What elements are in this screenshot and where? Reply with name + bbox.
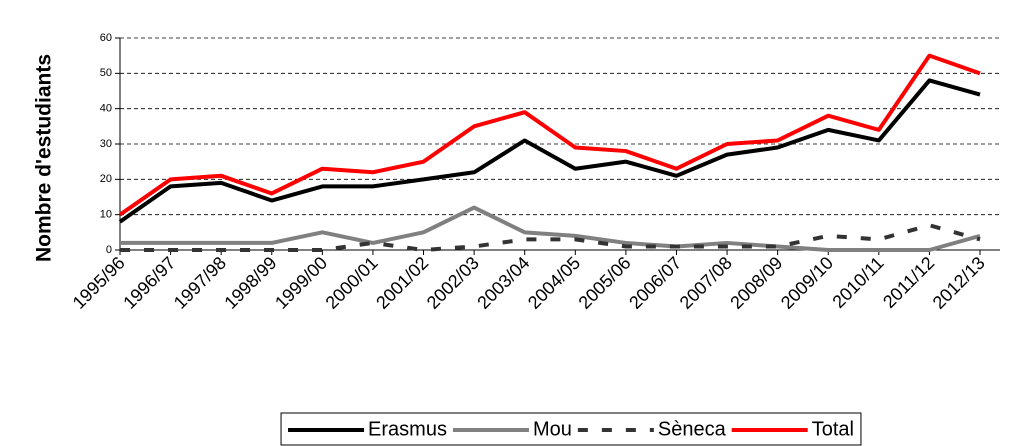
series-line: [118, 78, 981, 224]
x-tick-label: 2008/09: [726, 253, 786, 313]
x-tick-label: 1997/98: [170, 253, 230, 313]
x-tick-label: 2003/04: [473, 253, 533, 313]
legend-label: Total: [812, 418, 854, 440]
y-tick-label: 60: [100, 32, 112, 44]
x-tick-label: 2011/12: [879, 253, 938, 312]
y-tick-label: 0: [106, 244, 112, 256]
y-axis-label: Nombre d'estudiants: [33, 54, 56, 262]
y-tick-label: 40: [100, 103, 112, 115]
x-tick-label: 2001/02: [372, 253, 432, 313]
series-line: [120, 223, 981, 252]
x-tick-label: 2012/13: [929, 253, 989, 313]
x-tick-label: 2002/03: [423, 253, 483, 313]
x-tick-label: 2010/11: [828, 253, 887, 312]
series-line: [118, 53, 981, 217]
legend: Erasmus Mou Sèneca Total: [280, 412, 862, 446]
series-line: [120, 205, 981, 252]
x-tick-label: 2005/06: [575, 253, 635, 313]
x-tick-label: 1996/97: [119, 253, 179, 313]
legend-label: Erasmus: [368, 418, 447, 440]
x-tick-label: 2007/08: [676, 253, 736, 313]
legend-label: Mou: [533, 418, 572, 440]
x-tick-label: 2000/01: [322, 253, 382, 313]
legend-label: Sèneca: [658, 418, 727, 440]
x-tick-label: 2006/07: [625, 253, 685, 313]
x-tick-label: 1995/96: [69, 253, 129, 313]
x-tick-label: 1999/00: [271, 253, 331, 313]
x-tick-label: 1998/99: [220, 253, 280, 313]
x-tick-label: 2009/10: [777, 253, 837, 313]
y-tick-label: 20: [100, 173, 112, 185]
x-tick-label: 2004/05: [524, 253, 584, 313]
y-tick-label: 30: [100, 138, 112, 150]
y-tick-label: 10: [100, 209, 112, 221]
y-tick-label: 50: [100, 67, 112, 79]
